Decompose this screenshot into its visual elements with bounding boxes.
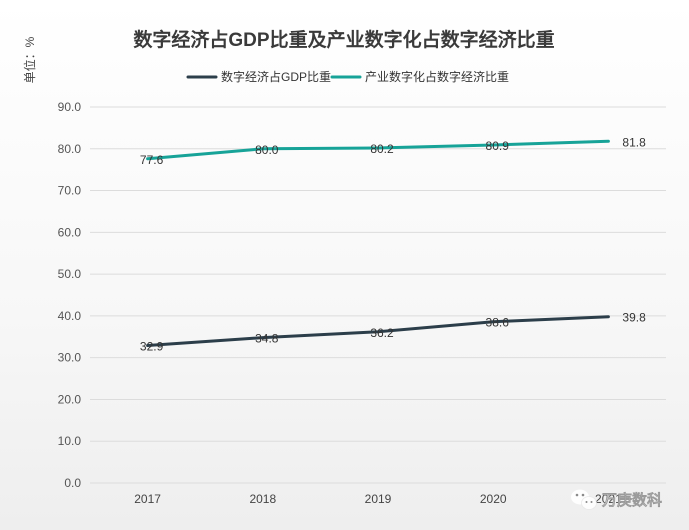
data-label: 80.2 [370, 142, 394, 156]
data-label: 80.0 [255, 143, 279, 157]
chart-title: 数字经济占GDP比重及产业数字化占数字经济比重 [133, 28, 554, 51]
y-tick-label: 90.0 [58, 100, 82, 114]
legend: 数字经济占GDP比重 产业数字化占数字经济比重 [186, 69, 509, 84]
y-tick-label: 0.0 [64, 476, 81, 490]
data-label: 32.9 [140, 340, 164, 354]
data-label: 80.9 [486, 139, 510, 153]
y-tick-label: 80.0 [58, 142, 82, 156]
data-label: 38.6 [486, 316, 510, 330]
y-tick-label: 10.0 [58, 434, 82, 448]
y-tick-label: 70.0 [58, 184, 82, 198]
x-tick-label: 2021 [595, 492, 622, 506]
series-lines [146, 139, 610, 348]
data-label: 39.8 [622, 311, 646, 325]
y-axis-ticks: 0.0 10.0 20.0 30.0 40.0 50.0 60.0 70.0 80.0 90.0 [58, 100, 82, 490]
x-tick-label: 2020 [480, 492, 507, 506]
watermark: 万庚数科 [571, 489, 662, 510]
y-tick-label: 30.0 [58, 351, 82, 365]
y-tick-label: 60.0 [58, 225, 82, 239]
y-tick-label: 20.0 [58, 392, 82, 406]
y-tick-label: 50.0 [58, 267, 82, 281]
wechat-icon [571, 489, 597, 510]
data-label: 81.8 [622, 135, 646, 149]
watermark-text: 万庚数科 [601, 491, 662, 509]
y-tick-label: 40.0 [58, 309, 82, 323]
unit-label: 单位：% [22, 36, 37, 83]
series-line-0 [146, 315, 610, 348]
x-tick-label: 2017 [134, 492, 161, 506]
gridlines [90, 106, 666, 484]
legend-label: 数字经济占GDP比重 [221, 69, 331, 84]
series-line-1 [146, 139, 610, 161]
data-label: 34.8 [255, 332, 279, 346]
legend-label: 产业数字化占数字经济比重 [365, 69, 509, 84]
data-label: 77.6 [140, 153, 164, 167]
data-labels: 32.9 34.8 36.2 38.6 39.8 77.6 80.0 80.2 80.9 81.8 [140, 135, 646, 353]
x-tick-label: 2019 [365, 492, 392, 506]
x-axis-ticks: 2017 2018 2019 2020 2021 [134, 492, 622, 506]
data-label: 36.2 [370, 326, 394, 340]
x-tick-label: 2018 [249, 492, 276, 506]
